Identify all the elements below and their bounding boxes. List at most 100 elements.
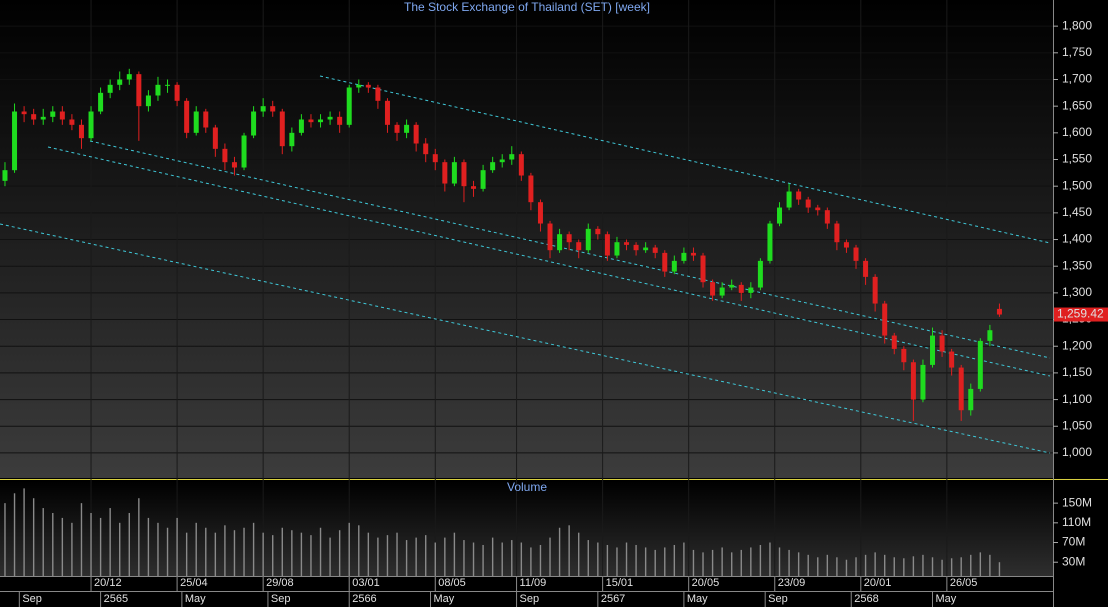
candle-body xyxy=(767,223,773,261)
y-tick-label: 1,450 xyxy=(1062,205,1092,219)
price-panel xyxy=(0,0,1053,478)
volume-bar xyxy=(281,527,283,576)
candle-body xyxy=(662,252,668,272)
volume-bar xyxy=(396,532,398,576)
volume-bar xyxy=(319,527,322,576)
y-tick-label: 1,500 xyxy=(1062,178,1092,192)
candle-body xyxy=(882,303,888,336)
candle-body xyxy=(423,143,429,155)
volume-bar xyxy=(119,522,121,576)
y-tick-label: 1,400 xyxy=(1062,232,1092,246)
candle-body xyxy=(901,348,907,363)
candle-body xyxy=(184,100,190,133)
candle-body xyxy=(863,260,869,277)
x-tick-label: 20/12 xyxy=(94,577,122,589)
volume-bar xyxy=(903,558,905,576)
candle-body xyxy=(117,79,123,85)
volume-bar xyxy=(329,537,331,576)
y-tick-label: 1,550 xyxy=(1062,152,1092,166)
volume-bar xyxy=(654,549,656,576)
candle-body xyxy=(509,154,515,160)
trend-line xyxy=(0,223,1051,454)
candle-body xyxy=(796,191,802,200)
volume-bar xyxy=(520,542,523,576)
candle-body xyxy=(279,111,285,147)
candle-body xyxy=(451,162,457,184)
trend-lines xyxy=(0,75,1051,454)
volume-bar xyxy=(71,522,73,576)
y-tick-label: 1,800 xyxy=(1062,18,1092,32)
x-tick-label: Sep xyxy=(520,593,540,605)
volume-bar xyxy=(597,542,599,576)
volume-bar xyxy=(941,559,943,576)
candle-body xyxy=(700,255,706,283)
volume-bar xyxy=(157,522,159,576)
volume-bar xyxy=(453,532,456,576)
volume-bar xyxy=(931,557,934,576)
volume-bar xyxy=(826,554,829,576)
volume-bar xyxy=(960,557,962,576)
candle-body xyxy=(910,362,916,400)
volume-bar xyxy=(855,557,857,576)
candle-body xyxy=(270,106,276,112)
volume-bar xyxy=(922,554,924,576)
candle-body xyxy=(824,210,830,224)
candle-body xyxy=(518,154,524,176)
volume-bar xyxy=(23,488,25,576)
candle-body xyxy=(537,202,543,224)
volume-bar xyxy=(644,547,647,576)
volume-bar xyxy=(979,552,982,576)
candle-body xyxy=(78,124,84,139)
candle-body xyxy=(777,207,783,224)
volume-bar xyxy=(224,525,226,576)
candle-body xyxy=(318,119,324,123)
volume-bar xyxy=(568,525,570,576)
candle-body xyxy=(327,116,333,120)
candle-body xyxy=(442,162,448,184)
candle-body xyxy=(738,284,744,293)
candle-body xyxy=(671,260,677,272)
volume-bar xyxy=(434,542,436,576)
volume-bar xyxy=(530,547,532,576)
x-tick-label: Sep xyxy=(22,593,42,605)
x-tick-label: Sep xyxy=(768,593,788,605)
volume-bar xyxy=(587,540,589,576)
candle-body xyxy=(12,111,18,171)
volume-bar xyxy=(750,547,752,576)
x-tick-label: 2565 xyxy=(104,593,128,605)
candle-body xyxy=(337,116,343,125)
x-tick-label: 20/01 xyxy=(864,577,892,589)
volume-bar xyxy=(511,540,513,576)
candle-body xyxy=(251,111,257,136)
candle-body xyxy=(40,116,46,120)
candle-body xyxy=(155,84,161,96)
volume-bar xyxy=(501,542,503,576)
x-tick-label: 15/01 xyxy=(606,577,634,589)
candle-body xyxy=(604,234,610,256)
candle-body xyxy=(690,252,696,256)
candle-body xyxy=(145,95,151,107)
trend-line xyxy=(89,140,1051,359)
volume-bar xyxy=(769,542,771,576)
volume-bar xyxy=(348,522,350,576)
candle-body xyxy=(471,186,477,189)
volume-bar xyxy=(166,527,169,576)
candle-body xyxy=(843,242,849,248)
volume-bar xyxy=(912,556,915,576)
y-tick-label: 1,050 xyxy=(1062,418,1092,432)
volume-bar xyxy=(176,517,178,576)
volume-bar xyxy=(778,547,781,576)
y-tick-label: 1,700 xyxy=(1062,72,1092,86)
volume-panel xyxy=(0,481,1053,576)
last-price-label: 1,259.42 xyxy=(1057,307,1104,321)
candle-body xyxy=(31,114,37,120)
volume-bar xyxy=(807,554,809,576)
volume-bar xyxy=(252,522,255,576)
volume-bar xyxy=(558,527,561,576)
candle-body xyxy=(987,330,993,341)
candle-body xyxy=(499,159,505,163)
candle-body xyxy=(136,74,142,107)
y-tick-label: 150M xyxy=(1062,495,1092,509)
candle-body xyxy=(394,124,400,133)
volume-bar xyxy=(884,554,886,576)
